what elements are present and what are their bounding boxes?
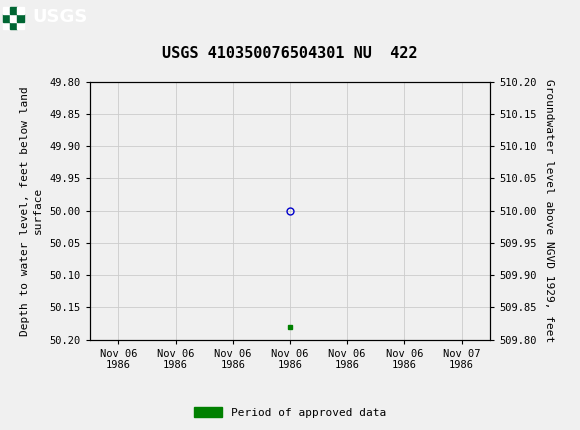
Bar xyxy=(3,14,10,22)
Bar xyxy=(17,14,24,22)
Bar xyxy=(10,14,17,22)
Bar xyxy=(10,6,17,14)
Legend: Period of approved data: Period of approved data xyxy=(190,403,390,422)
Text: USGS 410350076504301 NU  422: USGS 410350076504301 NU 422 xyxy=(162,46,418,61)
Bar xyxy=(3,6,10,14)
Y-axis label: Groundwater level above NGVD 1929, feet: Groundwater level above NGVD 1929, feet xyxy=(543,79,553,342)
Bar xyxy=(17,22,24,29)
Bar xyxy=(17,6,24,14)
Bar xyxy=(10,22,17,29)
Y-axis label: Depth to water level, feet below land
surface: Depth to water level, feet below land su… xyxy=(20,86,43,335)
Bar xyxy=(3,22,10,29)
Text: USGS: USGS xyxy=(32,8,87,26)
